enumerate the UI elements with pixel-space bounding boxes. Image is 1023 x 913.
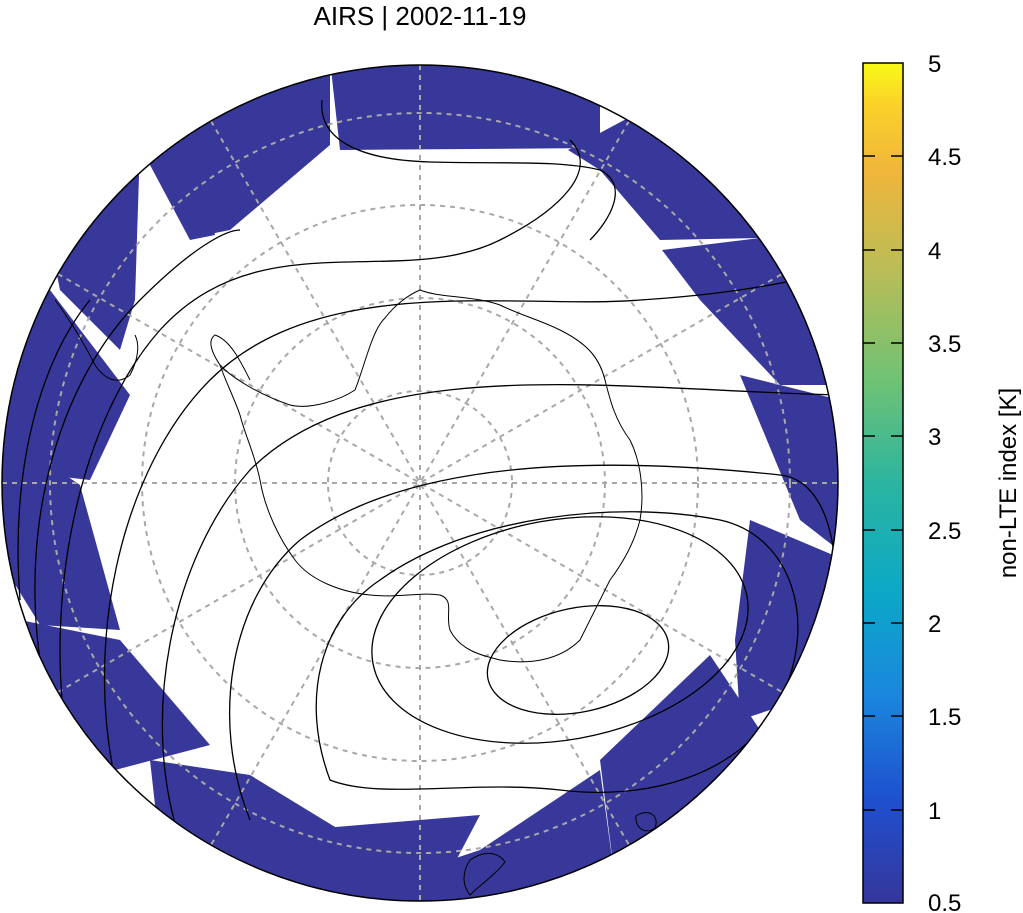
colorbar-tick-label: 4.5 [928,144,961,171]
swath [50,145,140,350]
contour-line [228,464,837,821]
swath [600,655,760,880]
swath [740,375,838,555]
colorbar: 5 4.5 4 3.5 3 2.5 2 1.5 1 0.5 non-LTE in… [862,51,1022,913]
contour-line [371,516,749,744]
contour-line [486,605,670,715]
colorbar-tick-label: 3.5 [928,331,961,358]
colorbar-tick-label: 2 [928,611,941,638]
map-boundary [1,64,839,902]
swath [20,620,210,770]
swath [568,118,838,240]
contour-line [315,511,799,793]
colorbar-tick-label: 3 [928,424,941,451]
colorbar-tick-label: 5 [928,51,941,78]
swath [2,430,120,630]
swath [735,520,838,720]
graticule [2,65,838,901]
contour-line [321,99,616,241]
swath [2,290,130,480]
south-america-coastline [54,299,139,381]
latitude-circle [49,112,791,854]
contour-line [161,383,838,841]
colorbar-tick-label: 4 [928,238,941,265]
new-zealand-coastline [463,853,506,896]
swath [330,65,600,150]
pressure-contours [17,99,838,841]
colorbar-gradient [862,62,904,904]
contour-line [34,229,241,661]
swath [662,238,838,385]
colorbar-label: non-LTE index [K] [995,388,1022,578]
contour-line [103,269,838,801]
colorbar-tick-label: 0.5 [928,890,961,913]
latitude-circle [234,297,606,669]
colorbar-tick-label: 1 [928,798,941,825]
antarctica-coastline [219,289,643,663]
antarctic-peninsula-coastline [210,334,251,381]
colorbar-tick-label: 2.5 [928,518,961,545]
contour-line [59,139,581,761]
colorbar-tick-label: 1.5 [928,704,961,731]
map-title: AIRS | 2002-11-19 [313,1,527,31]
satellite-swaths [2,65,838,901]
contour-line [17,299,91,601]
